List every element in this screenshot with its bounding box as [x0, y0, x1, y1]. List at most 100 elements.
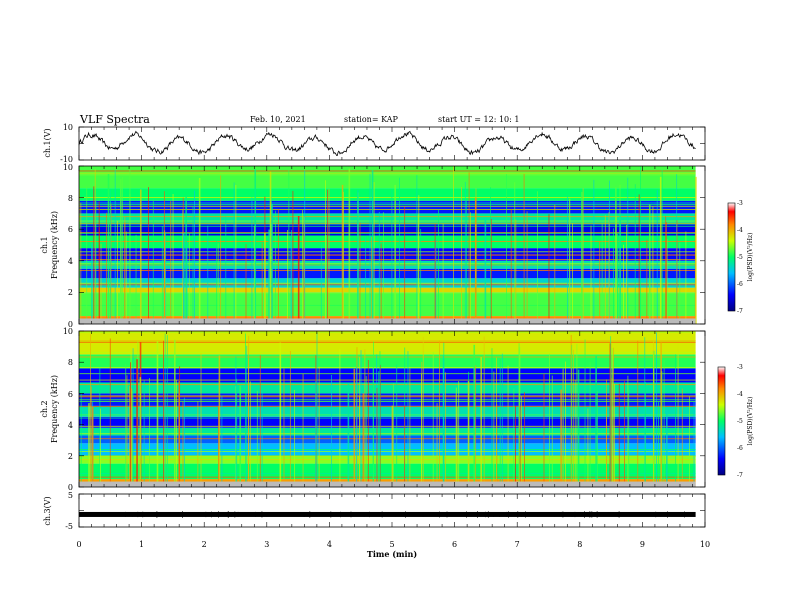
sferic-streak — [396, 364, 398, 487]
ch2-ftick-4: 4 — [68, 421, 73, 430]
sferic-streak — [587, 408, 589, 487]
sferic-streak — [341, 184, 344, 324]
tone-line — [79, 205, 696, 207]
sferic-streak — [613, 228, 614, 324]
sferic-streak — [518, 347, 521, 487]
sferic-streak — [261, 390, 263, 487]
sferic-streak — [279, 342, 282, 487]
sferic-streak — [207, 225, 209, 324]
sferic-streak — [148, 187, 149, 324]
sferic-streak — [456, 407, 458, 487]
sferic-streak — [572, 223, 573, 324]
sferic-streak — [628, 386, 630, 487]
sferic-streak — [418, 195, 420, 324]
sferic-streak — [182, 401, 184, 487]
sferic-streak — [677, 343, 679, 487]
sferic-streak — [464, 181, 466, 324]
ch1-cb-tick-m5: -5 — [737, 254, 743, 261]
sferic-streak — [574, 379, 576, 487]
sferic-streak — [399, 177, 400, 324]
sferic-streak — [518, 343, 520, 487]
sferic-streak — [490, 218, 492, 324]
sferic-streak — [200, 353, 202, 487]
sferic-streak — [110, 203, 112, 324]
sferic-streak — [125, 231, 127, 324]
sferic-streak — [100, 408, 101, 487]
tone-line — [79, 395, 696, 397]
start-time-label: start UT = 12: 10: 1 — [438, 115, 519, 124]
sferic-streak — [131, 391, 133, 487]
sferic-streak — [416, 175, 418, 324]
sferic-streak — [608, 212, 610, 324]
figure-title: VLF Spectra — [79, 113, 150, 126]
sferic-streak — [325, 235, 327, 324]
sferic-streak — [422, 336, 424, 487]
sferic-streak — [656, 332, 657, 487]
ch2-colorbar-label: log(PSD)(V²/Hz) — [747, 397, 754, 446]
sferic-streak — [185, 195, 187, 324]
tone-line — [79, 476, 696, 478]
sferic-streak — [161, 226, 163, 324]
tone-line — [79, 220, 696, 222]
ch1-colorbar-frame — [727, 202, 736, 312]
sferic-streak — [601, 222, 603, 324]
sferic-streak — [172, 194, 174, 324]
sferic-streak — [253, 225, 255, 324]
sferic-streak — [287, 229, 288, 324]
tone-line — [79, 405, 696, 407]
sferic-streak — [676, 220, 678, 324]
ch2-ftick-0: 0 — [68, 483, 73, 492]
sferic-streak — [373, 182, 375, 324]
sferic-streak — [626, 224, 627, 324]
frequency-band-2 — [79, 287, 696, 293]
tone-line — [79, 254, 696, 256]
sferic-streak — [80, 391, 82, 487]
sferic-streak — [371, 236, 372, 324]
ch2-cb-tick-m3: -3 — [737, 364, 743, 371]
sferic-streak — [259, 355, 261, 487]
sferic-streak — [261, 242, 263, 324]
sferic-streak — [523, 173, 525, 324]
sferic-streak — [409, 368, 411, 487]
frequency-band-1 — [79, 463, 696, 480]
time-tick-label-2: 2 — [202, 540, 207, 549]
frequency-band-7 — [79, 405, 696, 417]
ch3-waveform-panel: 5 -5 ch.3(V) — [43, 491, 706, 531]
tone-line — [79, 456, 696, 458]
sferic-streak — [445, 372, 447, 487]
ch1-waveform-line — [78, 130, 696, 156]
ch1-ftick-0: 0 — [68, 320, 73, 329]
time-tick-label-7: 7 — [515, 540, 520, 549]
ch2-ftick-10: 10 — [63, 327, 73, 336]
sferic-streak — [283, 368, 285, 487]
sferic-streak — [114, 170, 116, 324]
tone-line — [79, 459, 696, 461]
sferic-streak — [288, 170, 290, 324]
sferic-streak — [178, 381, 181, 487]
frequency-band-12 — [79, 166, 696, 189]
sferic-streak — [130, 388, 133, 487]
tone-line — [79, 264, 696, 266]
sferic-streak — [438, 209, 439, 324]
frequency-band-4 — [79, 435, 696, 444]
sferic-streak — [378, 371, 380, 487]
sferic-streak — [357, 189, 359, 324]
ch3-ylabel: ch.3(V) — [43, 496, 52, 525]
ch2-frequency-label: Frequency (kHz) — [50, 375, 59, 443]
frequency-band-11 — [79, 188, 696, 201]
sferic-streak — [435, 239, 437, 324]
sferic-streak — [646, 239, 648, 324]
sferic-streak — [565, 361, 566, 487]
sferic-streak — [572, 349, 574, 487]
sferic-streak — [166, 335, 168, 487]
sferic-streak — [648, 204, 651, 324]
sferic-streak — [100, 243, 102, 324]
sferic-streak — [289, 351, 291, 487]
sferic-streak — [421, 373, 422, 487]
ch1-frequency-label: Frequency (kHz) — [50, 211, 59, 279]
sferic-streak — [392, 383, 394, 487]
frequency-band-10 — [79, 200, 696, 214]
ch1-cb-tick-m7: -7 — [737, 308, 743, 315]
sferic-streak — [597, 391, 598, 487]
sferic-streak — [94, 169, 96, 324]
